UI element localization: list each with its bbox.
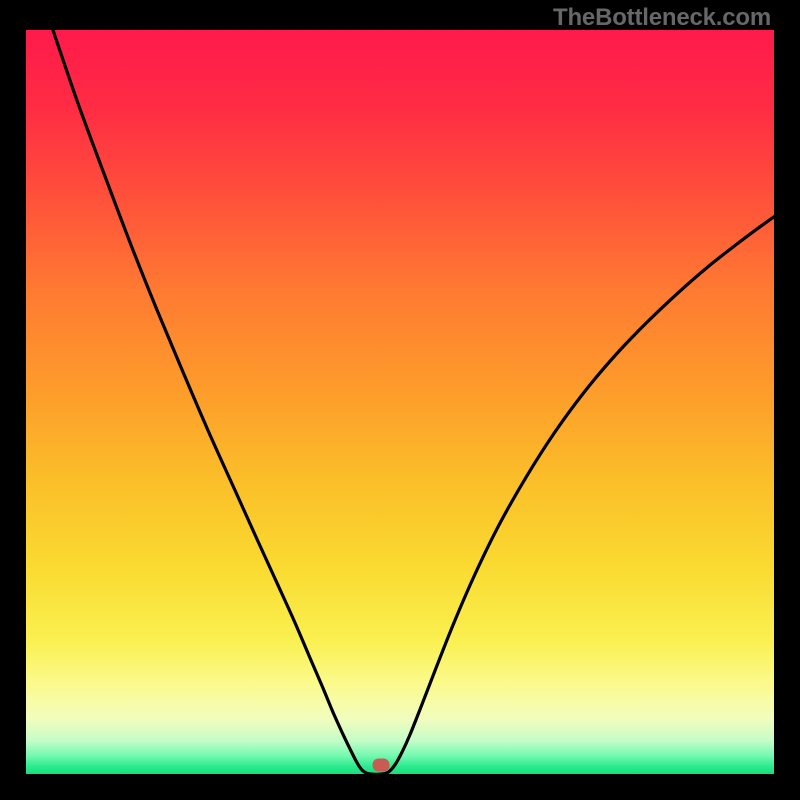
outer-frame: TheBottleneck.com <box>0 0 800 800</box>
watermark-label: TheBottleneck.com <box>553 4 771 32</box>
curve-minimum-marker <box>373 759 390 772</box>
bottleneck-curve <box>26 30 774 774</box>
curve-path <box>53 30 774 774</box>
plot-area <box>26 30 774 774</box>
